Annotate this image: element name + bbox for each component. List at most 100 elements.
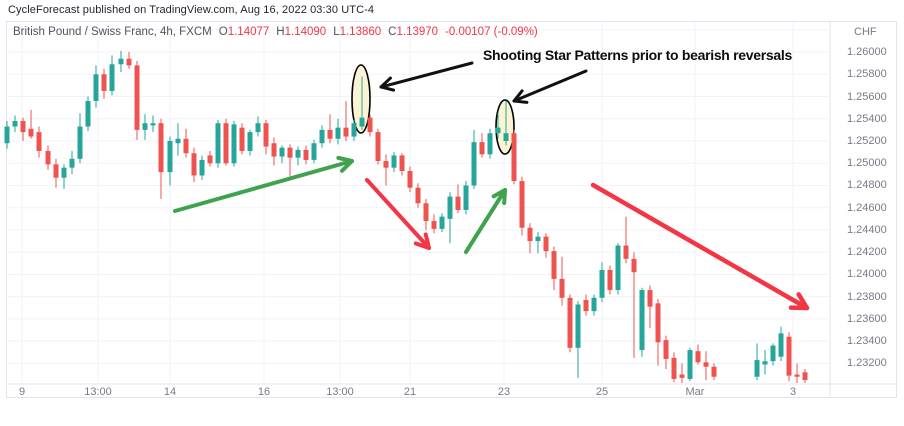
candle-body [263, 123, 269, 147]
shooting-star-circle-1 [351, 64, 371, 134]
candle-body [375, 132, 381, 162]
candle-body [134, 65, 140, 130]
red-downtrend-arrow-2-head[interactable] [788, 292, 810, 311]
annotation-text: Shooting Star Patterns prior to bearish … [483, 47, 792, 63]
time-axis-label: 3 [789, 386, 797, 398]
green-uptrend-arrow-1-head[interactable] [336, 155, 354, 173]
candle-body [463, 185, 469, 210]
red-downtrend-arrow-2[interactable] [590, 182, 810, 311]
ohlc-label: L [333, 26, 340, 38]
candle-body [527, 227, 533, 242]
price-axis-label: 1.25400 [847, 112, 887, 125]
time-axis-label: Mar [685, 386, 705, 398]
watermark-text: CycleForecast published on TradingView.c… [8, 4, 375, 16]
candle-body [223, 123, 229, 164]
ohlc-value: 1.14090 [284, 26, 327, 38]
candle-body [794, 374, 800, 377]
candle-body [778, 333, 784, 357]
candle-body [479, 142, 485, 155]
candle-body [175, 138, 181, 144]
candle-body [93, 74, 99, 101]
candle-body [287, 147, 293, 158]
ohlc-label: H [276, 26, 285, 38]
candle-body [199, 159, 205, 176]
candle-body [703, 362, 709, 367]
symbol-info-bar[interactable]: British Pound / Swiss Franc, 4h, FXCM O1.… [13, 26, 538, 38]
black-arrow-to-star-1-head[interactable] [379, 76, 396, 92]
candle-body [762, 361, 768, 365]
price-axis-label: 1.24200 [847, 246, 887, 259]
candle-body [311, 143, 317, 160]
candle-body [399, 155, 405, 172]
candle-body [45, 151, 51, 165]
candle-body [447, 196, 453, 219]
black-arrow-to-star-2-head[interactable] [512, 89, 529, 104]
candle-body [255, 123, 261, 133]
ohlc-label: O [218, 26, 228, 38]
candle-body [559, 278, 565, 298]
green-uptrend-arrow-2-head[interactable] [491, 188, 507, 205]
candle-body [61, 167, 67, 178]
time-axis-label: 13:00 [84, 386, 112, 398]
candle-body [431, 221, 437, 229]
candle-body [101, 74, 107, 91]
price-change: -0.00107 (-0.09%) [445, 26, 538, 38]
candle-body [28, 128, 34, 137]
green-uptrend-arrow-2[interactable] [464, 188, 507, 254]
candle-body [583, 300, 589, 312]
price-axis-label: 1.23400 [847, 335, 887, 348]
candle-body [663, 340, 669, 359]
candle-body [487, 133, 493, 155]
time-axis-label: 21 [403, 386, 417, 398]
price-axis-label: 1.23200 [847, 357, 887, 370]
candle-body [367, 117, 373, 133]
black-arrow-to-star-1[interactable] [379, 61, 474, 89]
black-arrow-to-star-2[interactable] [512, 69, 588, 103]
candle-body [519, 181, 525, 228]
ohlc-label: C [388, 26, 397, 38]
ohlc-value: 1.14077 [227, 26, 270, 38]
candle-body [415, 187, 421, 204]
candle-body [359, 117, 365, 127]
candle-body [69, 158, 75, 168]
candle-body [118, 58, 124, 65]
time-axis-label: 9 [18, 386, 26, 398]
candle-body [53, 164, 59, 178]
candle-body [20, 120, 26, 133]
candle-body [439, 216, 445, 229]
green-uptrend-arrow-1[interactable] [173, 159, 354, 213]
red-downtrend-arrow-1[interactable] [365, 178, 431, 250]
candle-body [109, 64, 115, 91]
candle-body [802, 372, 808, 381]
price-axis-label: 1.24600 [847, 201, 887, 214]
candle-body [295, 149, 301, 158]
candle-body [535, 236, 541, 242]
candle-body [631, 258, 637, 273]
candle-body [567, 297, 573, 348]
candle-body [711, 366, 717, 377]
candle-body [503, 133, 509, 141]
candle-body [607, 269, 613, 291]
candle-body [167, 141, 173, 173]
candle-body [391, 155, 397, 168]
candle-body [126, 58, 132, 66]
red-downtrend-arrow-1-head[interactable] [413, 232, 431, 250]
candle-body [319, 129, 325, 144]
candle-body [335, 127, 341, 139]
candle-body [183, 138, 189, 154]
candle-body [687, 350, 693, 379]
candle-body [85, 100, 91, 127]
price-axis-label: 1.23600 [847, 312, 887, 325]
candle-body [623, 245, 629, 259]
candle-body [142, 123, 148, 130]
candle-body [495, 127, 501, 134]
candle-body [455, 196, 461, 210]
candle-body [754, 360, 760, 377]
candle-body [303, 149, 309, 160]
candle-body [770, 345, 776, 362]
price-axis-label: 1.25600 [847, 90, 887, 103]
symbol-title: British Pound / Swiss Franc, 4h, FXCM [13, 26, 212, 38]
candle-body [36, 132, 42, 152]
